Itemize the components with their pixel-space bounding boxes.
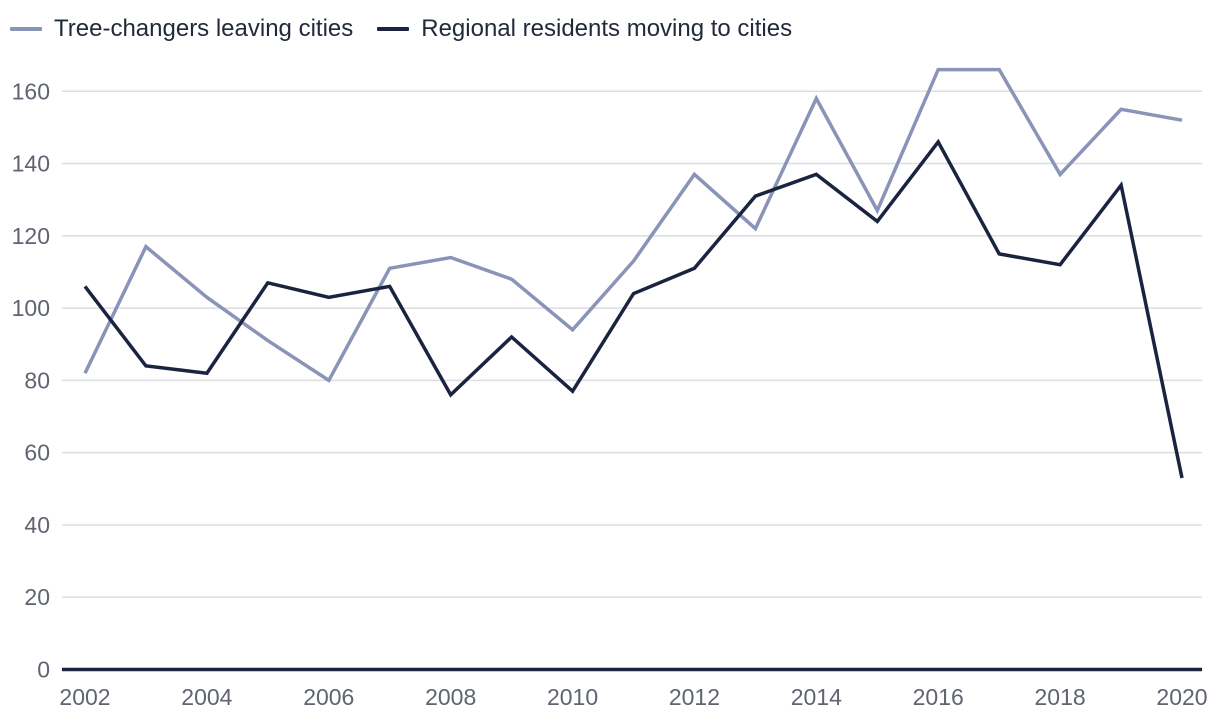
y-tick-label: 40 bbox=[24, 512, 50, 538]
x-tick-label: 2020 bbox=[1156, 684, 1207, 710]
x-tick-label: 2018 bbox=[1035, 684, 1086, 710]
y-tick-label: 100 bbox=[12, 295, 50, 321]
legend-item-regional-residents[interactable]: Regional residents moving to cities bbox=[377, 15, 792, 43]
legend-item-tree-changers[interactable]: Tree-changers leaving cities bbox=[10, 15, 353, 43]
x-tick-label: 2016 bbox=[913, 684, 964, 710]
legend-label-regional-residents: Regional residents moving to cities bbox=[421, 15, 793, 42]
x-tick-label: 2006 bbox=[303, 684, 354, 710]
y-tick-label: 120 bbox=[12, 223, 50, 249]
legend-swatch-tree-changers bbox=[10, 27, 42, 31]
x-tick-label: 2002 bbox=[59, 684, 110, 710]
x-tick-label: 2008 bbox=[425, 684, 476, 710]
y-tick-label: 160 bbox=[12, 78, 50, 104]
y-tick-label: 140 bbox=[12, 151, 50, 177]
series-line-tree-changers[interactable] bbox=[83, 67, 1183, 383]
x-axis: 2002 2004 2006 2008 2010 2012 2014 2016 2018 2020 bbox=[59, 667, 1208, 710]
x-tick-label: 2012 bbox=[669, 684, 720, 710]
legend-label-tree-changers: Tree-changers leaving cities bbox=[54, 15, 354, 42]
chart-legend: Tree-changers leaving cities Regional re… bbox=[10, 12, 792, 46]
series-lines bbox=[83, 67, 1184, 479]
y-axis: 0 20 40 60 80 100 120 140 160 bbox=[12, 78, 50, 682]
series-line-regional-residents[interactable] bbox=[83, 138, 1184, 479]
x-tick-label: 2014 bbox=[791, 684, 842, 710]
x-tick-label: 2004 bbox=[181, 684, 232, 710]
y-tick-label: 20 bbox=[24, 584, 50, 610]
y-tick-label: 60 bbox=[24, 440, 50, 466]
grid-lines bbox=[62, 90, 1202, 598]
legend-swatch-regional-residents bbox=[377, 27, 410, 31]
y-tick-label: 0 bbox=[37, 657, 50, 683]
x-tick-label: 2010 bbox=[547, 684, 598, 710]
y-tick-label: 80 bbox=[24, 367, 50, 393]
